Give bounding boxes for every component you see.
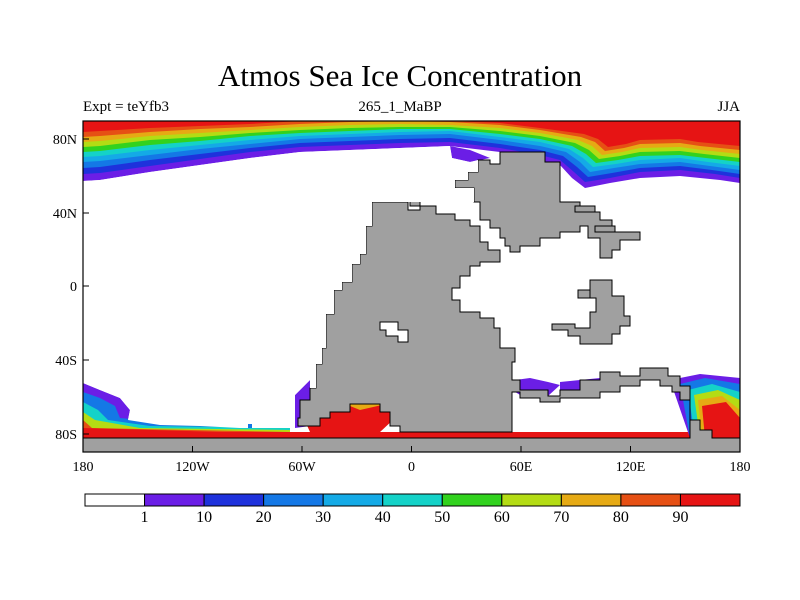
colorbar-swatch [501,493,562,507]
colorbar-swatch [382,493,443,507]
arctic-sea-ice [83,121,740,198]
map-plot-area [83,121,740,452]
lat-tick-label: 80N [53,133,77,148]
lat-tick-label: 0 [70,280,77,295]
colorbar-label: 40 [375,509,391,526]
colorbar-label: 1 [141,509,149,526]
lon-tick-label: 180 [73,460,94,475]
lat-tick-label: 40N [53,207,77,222]
colorbar-label: 60 [494,509,510,526]
colorbar-label: 20 [256,509,272,526]
colorbar [84,493,741,507]
lon-tick-label: 60W [288,460,316,475]
lat-tick-labels: 80N 40N 0 40S 80S [53,133,77,443]
season-label: JJA [717,99,740,115]
colorbar-swatch [441,493,503,507]
experiment-label: Expt = teYfb3 [83,99,169,115]
colorbar-swatch [263,493,324,507]
colorbar-swatch [84,493,146,507]
colorbar-label: 90 [672,509,688,526]
lon-tick-label: 120W [175,460,210,475]
run-label: 265_1_MaBP [358,99,442,115]
lon-tick-label: 120E [616,460,646,475]
colorbar-label: 80 [613,509,629,526]
colorbar-label: 30 [315,509,331,526]
colorbar-label: 10 [196,509,212,526]
colorbar-label: 70 [553,509,569,526]
lon-tick-label: 180 [730,460,751,475]
lon-tick-label: 60E [510,460,533,475]
lon-tick-label: 0 [408,460,415,475]
axis-ticks [82,138,741,452]
map-title: Atmos Sea Ice Concentration [217,58,583,93]
colorbar-swatch [560,493,622,507]
colorbar-swatch [679,493,741,507]
lat-tick-label: 80S [55,428,77,443]
colorbar-swatch [322,493,384,507]
land [83,151,740,452]
colorbar-swatch [620,493,681,507]
colorbar-label: 50 [434,509,450,526]
lat-tick-label: 40S [55,354,77,369]
colorbar-swatch [144,493,205,507]
colorbar-swatch [203,493,265,507]
lon-tick-labels: 180 120W 60W 0 60E 120E 180 [73,460,751,475]
colorbar-labels: 1 10 20 30 40 50 60 70 80 90 [141,509,689,526]
